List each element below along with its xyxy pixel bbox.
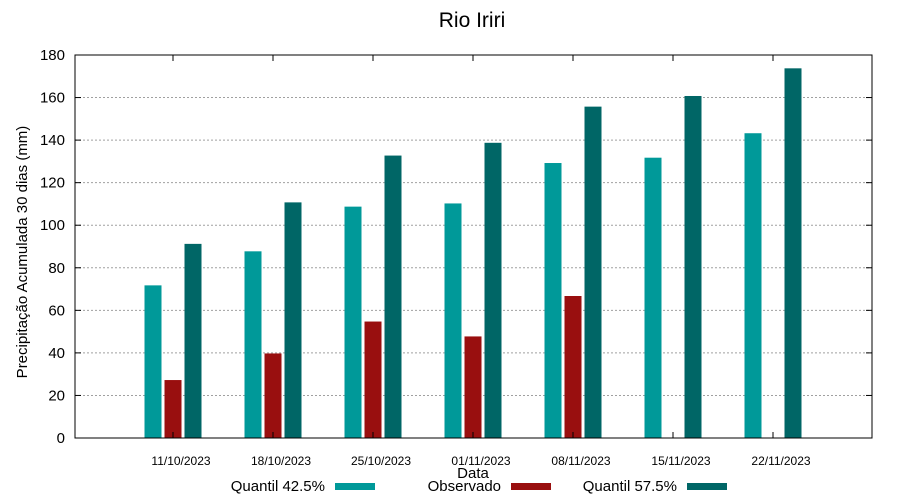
x-tick-label: 15/11/2023: [651, 454, 710, 468]
axis-ticks: 0 20 40 60 80 100 120 140 160 180 11/10/2023 18/10/…: [40, 47, 872, 468]
bar-q425: [244, 251, 262, 439]
bar-observado: [464, 336, 482, 439]
y-tick-label: 40: [48, 345, 65, 362]
bars: [144, 68, 802, 439]
legend-swatch: [511, 483, 551, 490]
bar-q575: [484, 142, 502, 439]
y-tick-label: 180: [40, 47, 65, 64]
y-tick-label: 140: [40, 132, 65, 149]
bar-q425: [144, 285, 162, 439]
bar-q575: [184, 243, 202, 439]
x-tick-label: 11/10/2023: [151, 454, 210, 468]
y-tick-label: 160: [40, 90, 65, 107]
bar-q575: [584, 106, 602, 439]
x-tick-label: 01/11/2023: [451, 454, 510, 468]
bar-q425: [344, 206, 362, 439]
y-tick-label: 60: [48, 302, 65, 319]
bar-observado: [364, 321, 382, 439]
legend-label: Quantil 57.5%: [583, 478, 677, 495]
y-tick-label: 120: [40, 175, 65, 192]
bar-q425: [744, 133, 762, 439]
x-tick-label: 08/11/2023: [551, 454, 610, 468]
legend-swatch: [687, 483, 727, 490]
y-tick-label: 20: [48, 387, 65, 404]
bar-observado: [264, 353, 282, 439]
legend-label: Observado: [428, 478, 501, 495]
y-tick-label: 0: [57, 430, 65, 447]
legend-swatch: [335, 483, 375, 490]
y-tick-label: 100: [40, 217, 65, 234]
bar-observado: [164, 380, 182, 439]
bar-q425: [644, 157, 662, 439]
x-tick-label: 25/10/2023: [351, 454, 411, 468]
bar-q425: [544, 163, 562, 439]
bar-observado: [564, 296, 582, 439]
bar-q575: [384, 155, 402, 439]
y-axis-label: Precipitação Acumulada 30 dias (mm): [14, 126, 31, 379]
chart-title: Rio Iriri: [439, 9, 506, 32]
legend-label: Quantil 42.5%: [231, 478, 325, 495]
legend: Quantil 42.5% Observado Quantil 57.5%: [231, 478, 727, 495]
x-tick-label: 18/10/2023: [251, 454, 311, 468]
bar-q575: [284, 202, 302, 439]
x-tick-label: 22/11/2023: [751, 454, 810, 468]
bar-q575: [784, 68, 802, 439]
y-tick-label: 80: [48, 260, 65, 277]
x-axis-label: Data: [457, 465, 489, 482]
grid-lines: [75, 97, 872, 396]
bar-q425: [444, 203, 462, 439]
bar-q575: [684, 95, 702, 439]
